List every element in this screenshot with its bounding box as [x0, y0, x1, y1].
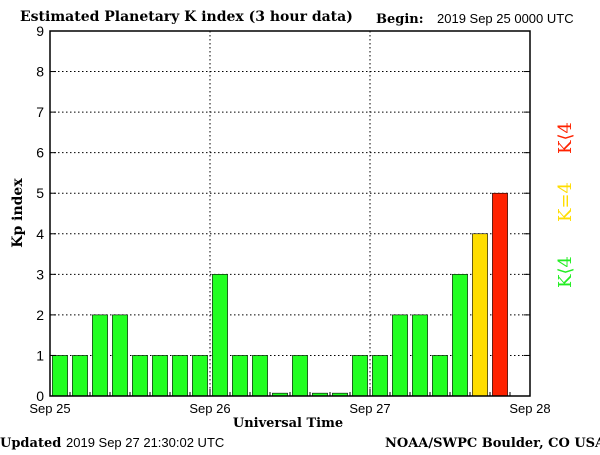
y-tick-label: 3	[36, 266, 44, 282]
kp-bar	[112, 314, 128, 397]
y-axis-label: Kp index	[10, 178, 26, 248]
x-tick-label: Sep 28	[509, 401, 550, 416]
x-tick-labels: Sep 25 Sep 26 Sep 27 Sep 28	[29, 389, 551, 416]
kp-bar	[352, 355, 368, 397]
kp-bar	[132, 355, 148, 397]
x-axis-label: Universal Time	[233, 416, 343, 431]
y-tick-label: 0	[36, 388, 44, 404]
kp-bar	[192, 355, 208, 397]
grid-lines	[50, 31, 530, 396]
kp-bar	[152, 355, 168, 397]
updated-label: Updated	[0, 436, 61, 451]
legend-k-greater-4: K⟨4	[555, 122, 576, 154]
begin-value: 2019 Sep 25 0000 UTC	[437, 11, 574, 26]
kp-bar	[72, 355, 88, 397]
y-tick-label: 4	[36, 226, 44, 242]
kp-bar	[52, 355, 68, 397]
kp-bar	[452, 274, 468, 397]
x-tick-label: Sep 27	[349, 401, 390, 416]
legend-k-less-4: K⟨4	[555, 256, 576, 288]
kp-bar	[172, 355, 188, 397]
updated-value: 2019 Sep 27 21:30:02 UTC	[66, 435, 224, 450]
x-tick-label: Sep 26	[189, 401, 230, 416]
y-tick-label: 1	[36, 347, 44, 363]
y-tick-labels: 0 1 2 3 4 5 6 7 8 9	[36, 23, 530, 404]
kp-bar	[92, 314, 108, 397]
bars	[52, 192, 508, 397]
kp-bar	[212, 274, 228, 397]
kp-bar	[232, 355, 248, 397]
y-tick-label: 7	[36, 104, 44, 120]
legend-k-equals-4: K=4	[555, 182, 576, 222]
kp-bar	[252, 355, 268, 397]
chart-title: Estimated Planetary K index (3 hour data…	[20, 9, 353, 25]
y-tick-label: 5	[36, 185, 44, 201]
kp-bar	[432, 355, 448, 397]
x-tick-label: Sep 25	[29, 401, 70, 416]
y-tick-label: 9	[36, 23, 44, 39]
y-tick-label: 8	[36, 64, 44, 80]
kp-bar	[372, 355, 388, 397]
kp-bar	[472, 233, 488, 397]
kp-bar	[292, 355, 308, 397]
kp-bar	[492, 192, 508, 397]
y-tick-label: 2	[36, 307, 44, 323]
kp-bar	[412, 314, 428, 397]
y-tick-label: 6	[36, 145, 44, 161]
kp-bar	[392, 314, 408, 397]
begin-label: Begin:	[376, 12, 424, 27]
source-credit: NOAA/SWPC Boulder, CO USA	[385, 436, 600, 451]
